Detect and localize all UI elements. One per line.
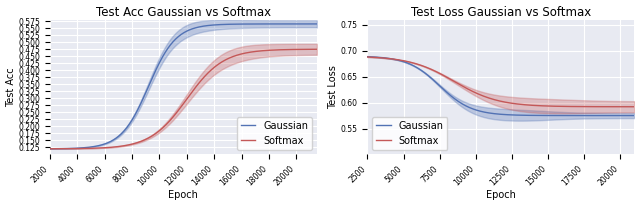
Gaussian (271, 23, 279, 25)
Gaussian (527, 114, 534, 117)
Softmax (589, 105, 596, 108)
Softmax (209, 67, 217, 69)
X-axis label: Epoch: Epoch (486, 190, 516, 200)
Gaussian (205, 24, 212, 27)
Gaussian (313, 23, 321, 25)
Softmax (630, 105, 638, 108)
Gaussian (630, 114, 638, 117)
Line: Softmax: Softmax (50, 49, 317, 149)
Line: Softmax: Softmax (367, 57, 634, 107)
Y-axis label: Test Acc: Test Acc (6, 67, 15, 107)
Gaussian (209, 24, 217, 26)
Y-axis label: Test Loss: Test Loss (328, 65, 338, 109)
Softmax (205, 71, 212, 73)
Gaussian (364, 55, 371, 58)
Softmax (47, 147, 54, 150)
Softmax (365, 56, 372, 58)
Gaussian (46, 147, 54, 150)
Title: Test Loss Gaussian vs Softmax: Test Loss Gaussian vs Softmax (411, 6, 591, 19)
Gaussian (523, 114, 531, 117)
Softmax (522, 104, 529, 106)
Softmax (313, 48, 321, 50)
Gaussian (204, 24, 212, 27)
Gaussian (47, 147, 54, 150)
Softmax (527, 104, 534, 107)
Softmax (605, 105, 613, 108)
Softmax (364, 56, 371, 58)
Softmax (204, 72, 212, 74)
Line: Gaussian: Gaussian (50, 24, 317, 149)
Legend: Gaussian, Softmax: Gaussian, Softmax (372, 117, 447, 150)
Softmax (523, 104, 531, 106)
Gaussian (605, 114, 613, 117)
Softmax (46, 147, 54, 150)
Title: Test Acc Gaussian vs Softmax: Test Acc Gaussian vs Softmax (96, 6, 271, 19)
Line: Gaussian: Gaussian (367, 57, 634, 116)
Softmax (288, 48, 296, 51)
X-axis label: Epoch: Epoch (168, 190, 198, 200)
Gaussian (522, 114, 529, 117)
Gaussian (288, 23, 296, 25)
Gaussian (365, 55, 372, 58)
Softmax (271, 49, 279, 51)
Legend: Gaussian, Softmax: Gaussian, Softmax (237, 117, 312, 150)
Gaussian (589, 114, 596, 117)
